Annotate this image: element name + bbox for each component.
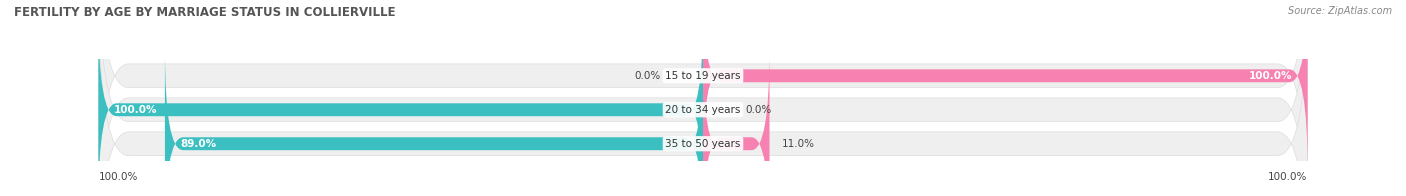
- FancyBboxPatch shape: [703, 0, 1308, 171]
- FancyBboxPatch shape: [165, 48, 703, 196]
- Text: Source: ZipAtlas.com: Source: ZipAtlas.com: [1288, 6, 1392, 16]
- FancyBboxPatch shape: [703, 48, 769, 196]
- FancyBboxPatch shape: [98, 0, 1308, 196]
- Text: 0.0%: 0.0%: [745, 105, 772, 115]
- Text: 0.0%: 0.0%: [634, 71, 661, 81]
- Text: 11.0%: 11.0%: [782, 139, 814, 149]
- Text: 100.0%: 100.0%: [1268, 172, 1308, 182]
- Text: FERTILITY BY AGE BY MARRIAGE STATUS IN COLLIERVILLE: FERTILITY BY AGE BY MARRIAGE STATUS IN C…: [14, 6, 395, 19]
- Text: 100.0%: 100.0%: [98, 172, 138, 182]
- Text: 100.0%: 100.0%: [1249, 71, 1292, 81]
- Text: 20 to 34 years: 20 to 34 years: [665, 105, 741, 115]
- FancyBboxPatch shape: [98, 0, 1308, 196]
- FancyBboxPatch shape: [98, 14, 703, 196]
- Text: 89.0%: 89.0%: [180, 139, 217, 149]
- Text: 35 to 50 years: 35 to 50 years: [665, 139, 741, 149]
- Text: 15 to 19 years: 15 to 19 years: [665, 71, 741, 81]
- Text: 100.0%: 100.0%: [114, 105, 157, 115]
- FancyBboxPatch shape: [98, 0, 1308, 196]
